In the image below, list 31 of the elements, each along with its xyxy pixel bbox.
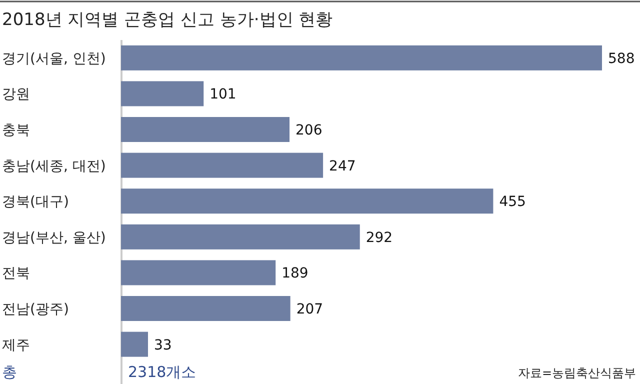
bar	[121, 81, 204, 106]
data-label: 455	[499, 194, 526, 210]
bar	[121, 296, 290, 321]
data-label: 207	[296, 302, 324, 318]
data-label: 33	[154, 337, 172, 354]
y-tick-label: 경남(부산, 울산)	[2, 230, 106, 246]
bar	[121, 188, 494, 214]
bar	[121, 260, 276, 286]
data-label: 206	[296, 122, 322, 138]
y-tick-label: 제주	[2, 337, 30, 354]
y-tick-label: 경북(대구)	[2, 194, 69, 210]
bar	[121, 224, 360, 250]
data-label: 247	[329, 158, 356, 174]
y-tick-label: 충남(세종, 대전)	[2, 158, 106, 174]
bar	[121, 152, 324, 178]
data-label: 588	[608, 50, 635, 67]
data-label: 292	[366, 230, 393, 246]
bar	[121, 332, 148, 357]
y-tick-label: 전북	[2, 266, 30, 282]
annotation: 자료=농림축산식품부	[518, 366, 636, 380]
y-tick-label: 강원	[2, 86, 30, 103]
y-tick-label: 충북	[2, 122, 30, 138]
annotation: 2318개소	[128, 363, 196, 381]
data-label: 189	[282, 266, 308, 282]
y-tick-label: 전남(광주)	[2, 302, 69, 318]
y-tick-label: 경기(서울, 인천)	[2, 50, 106, 67]
text: 총	[2, 363, 17, 381]
data-label: 101	[210, 86, 236, 103]
chart-title: 2018년 지역별 곤충업 신고 농가·법인 현황	[2, 10, 333, 30]
bar	[121, 45, 602, 70]
bar	[121, 117, 290, 142]
